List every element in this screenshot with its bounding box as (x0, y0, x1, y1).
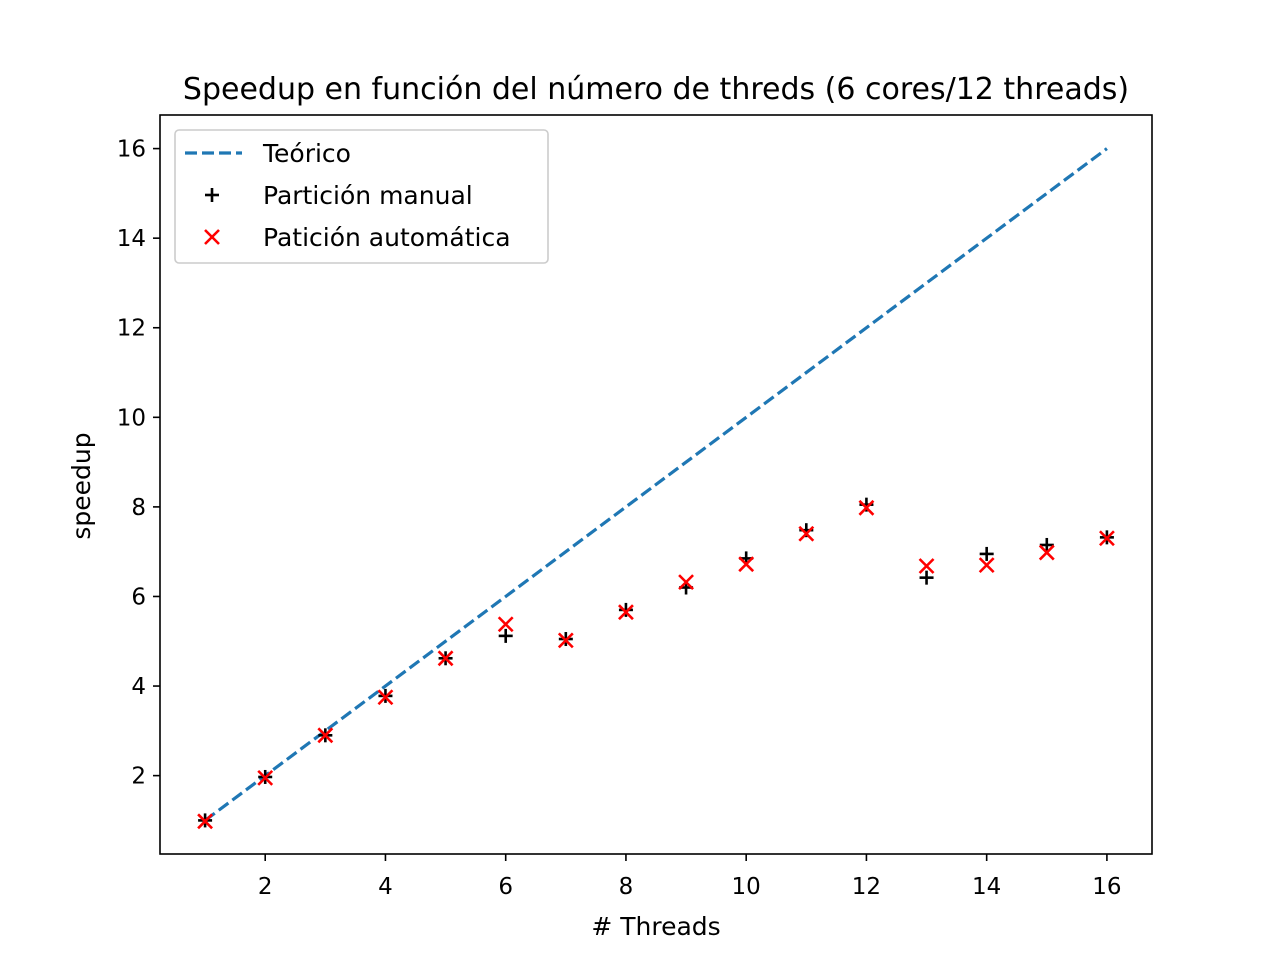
x-axis-label: # Threads (591, 912, 720, 941)
point-particion-manual-14 (979, 546, 994, 561)
series-line-teorico (204, 147, 1108, 822)
y-axis-label: speedup (67, 432, 96, 539)
point-particion-automatica-14 (978, 557, 995, 574)
legend-label-2: Patición automática (263, 223, 511, 252)
point-particion-automatica-7 (557, 632, 574, 649)
x-tick-label-4: 4 (378, 874, 393, 900)
chart-title: Speedup en función del número de threds … (183, 72, 1129, 107)
point-particion-automatica-8 (618, 604, 634, 621)
point-particion-manual-6 (498, 628, 513, 643)
y-tick-label-8: 8 (131, 495, 146, 521)
y-tick-label-14: 14 (117, 226, 146, 252)
x-tick-label-6: 6 (498, 874, 513, 900)
point-particion-automatica-4 (377, 689, 394, 706)
point-particion-manual-8 (618, 602, 633, 617)
point-particion-automatica-3 (317, 727, 334, 744)
y-tick-label-12: 12 (117, 316, 146, 342)
y-tick-label-4: 4 (131, 674, 146, 700)
legend-swatch-particion-manual (205, 188, 219, 202)
point-particion-automatica-2 (257, 769, 274, 786)
point-particion-automatica-13 (918, 558, 935, 574)
x-tick-label-10: 10 (732, 874, 761, 900)
legend-box (174, 129, 549, 264)
point-particion-manual-13 (919, 570, 934, 585)
axis-ticks: 2 4 6 8 10 12 14 16 2 4 6 8 10 12 14 16 (117, 114, 1153, 900)
x-tick-label-14: 14 (972, 874, 1001, 900)
point-particion-automatica-11 (798, 525, 815, 542)
plot-area (197, 147, 1115, 830)
legend-label-1: Partición manual (263, 181, 473, 210)
point-particion-automatica-9 (678, 574, 694, 591)
axes-frame (159, 114, 1153, 855)
x-tick-label-2: 2 (258, 874, 273, 900)
y-tick-label-6: 6 (131, 584, 146, 610)
x-tick-label-16: 16 (1092, 874, 1121, 900)
legend: Teórico Partición manual Patición automáti… (174, 129, 549, 264)
point-particion-automatica-12 (858, 499, 875, 516)
point-particion-automatica-1 (197, 813, 214, 830)
point-particion-automatica-16 (1098, 530, 1115, 547)
point-particion-automatica-5 (437, 650, 454, 667)
point-particion-automatica-6 (497, 616, 514, 633)
x-tick-label-12: 12 (852, 874, 881, 900)
x-tick-label-8: 8 (619, 874, 634, 900)
legend-swatch-particion-automatica (204, 229, 220, 245)
y-tick-label-2: 2 (131, 764, 146, 790)
y-tick-label-10: 10 (117, 405, 146, 431)
point-particion-automatica-10 (738, 556, 755, 573)
point-particion-manual-15 (1039, 537, 1054, 552)
point-particion-automatica-15 (1038, 544, 1055, 561)
legend-label-0: Teórico (262, 139, 351, 168)
y-tick-label-16: 16 (117, 137, 146, 163)
